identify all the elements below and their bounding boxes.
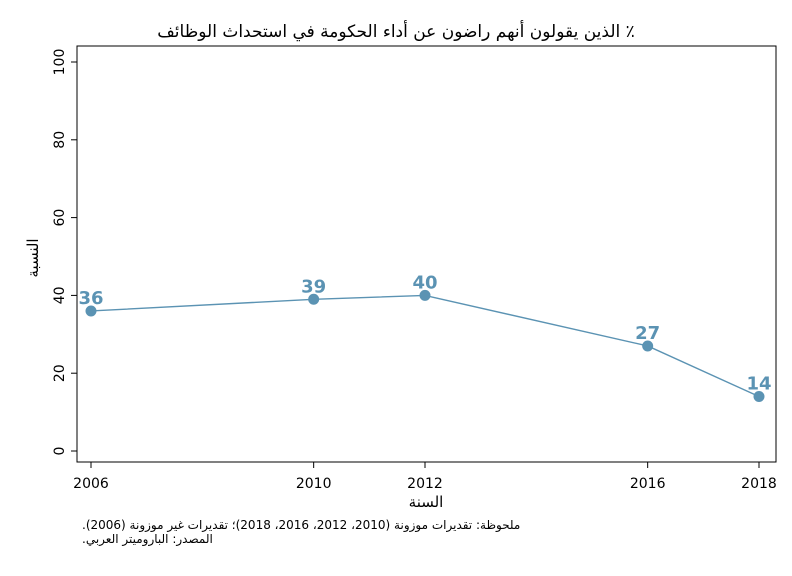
chart-title: ٪ الذين يقولون أنهم راضون عن أداء الحكوم… — [157, 22, 635, 42]
x-tick-label-2010: 2010 — [296, 476, 332, 492]
chart-notes: ملحوظة: تقديرات موزونة (2010، 2012، 2016… — [82, 518, 762, 546]
y-tick-label-40: 40 — [52, 286, 68, 304]
data-label-2016: 27 — [635, 323, 660, 344]
plot-area — [76, 45, 777, 463]
y-tick-label-0: 0 — [52, 447, 68, 456]
y-tick-label-20: 20 — [52, 364, 68, 382]
y-tick-label-80: 80 — [52, 131, 68, 149]
data-point-2006 — [85, 305, 97, 317]
note-source: المصدر: الباروميتر العربي. — [82, 532, 213, 546]
x-tick-label-2016: 2016 — [630, 476, 666, 492]
x-tick-label-2018: 2018 — [741, 476, 777, 492]
data-point-2012 — [419, 289, 431, 301]
x-axis: 2006 2010 2012 2016 2018 — [73, 462, 777, 492]
data-label-2006: 36 — [78, 288, 103, 309]
x-tick-label-2006: 2006 — [73, 476, 109, 492]
x-axis-title: السنة — [409, 493, 444, 511]
x-tick-label-2012: 2012 — [407, 476, 443, 492]
y-axis-title: النسبة — [24, 238, 42, 277]
data-point-2018 — [753, 391, 765, 403]
data-point-2016 — [642, 340, 654, 352]
data-label-2018: 14 — [746, 374, 771, 395]
series-group: 36 39 40 27 14 — [78, 272, 772, 403]
data-label-2012: 40 — [412, 272, 437, 293]
note-weighting: ملحوظة: تقديرات موزونة (2010، 2012، 2016… — [82, 518, 521, 532]
data-label-2010: 39 — [301, 276, 326, 297]
data-point-2010 — [308, 293, 320, 305]
y-tick-label-60: 60 — [52, 209, 68, 227]
y-axis: 0 20 40 60 80 100 — [52, 49, 77, 456]
y-tick-label-100: 100 — [52, 49, 68, 76]
